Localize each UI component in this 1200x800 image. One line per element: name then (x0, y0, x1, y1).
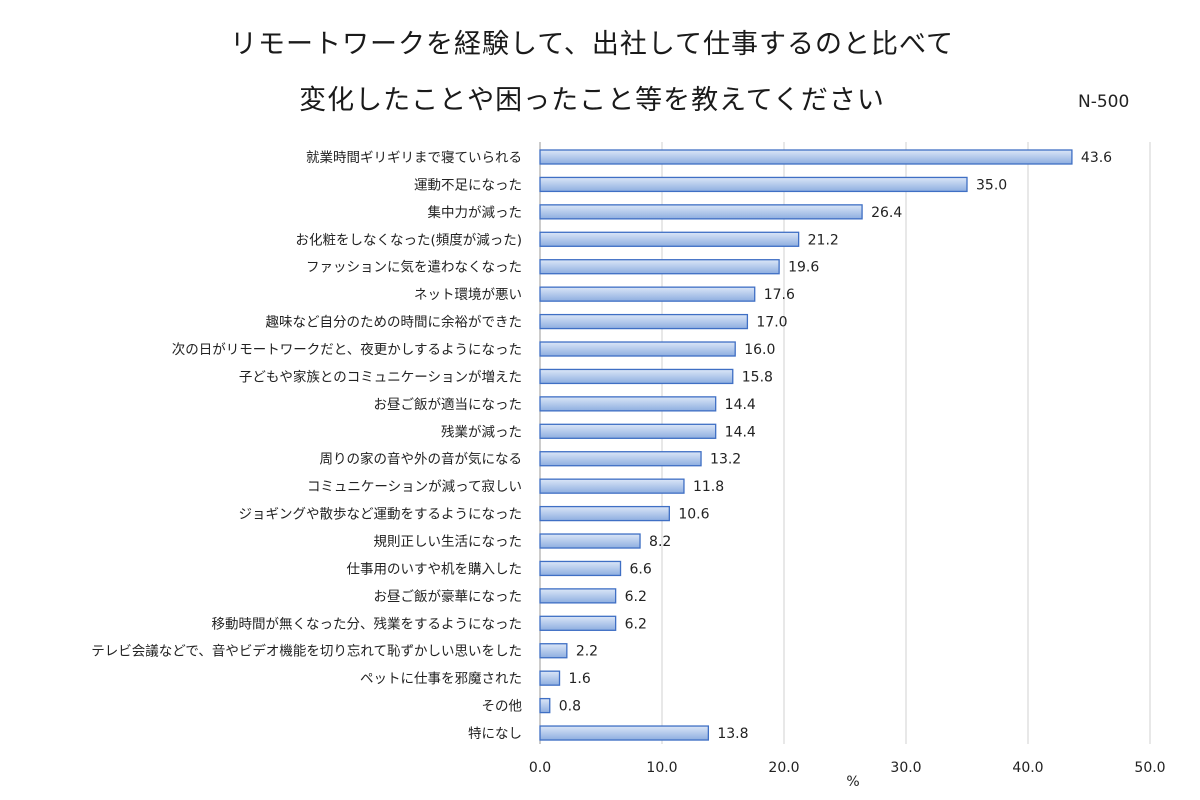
value-label: 13.8 (717, 726, 748, 742)
category-label: 子どもや家族とのコミュニケーションが増えた (239, 368, 522, 385)
x-tick-label: 30.0 (890, 760, 921, 776)
category-labels: 就業時間ギリギリまで寝ていられる運動不足になった集中力が減ったお化粧をしなくなっ… (91, 149, 522, 742)
category-label: 集中力が減った (428, 204, 523, 221)
bar (539, 176, 968, 193)
bar (539, 533, 641, 549)
category-label: 次の日がリモートワークだと、夜更かしするようになった (172, 342, 522, 358)
bar (539, 396, 717, 412)
category-label: ファッションに気を遣わなくなった (306, 260, 522, 276)
bar (539, 560, 622, 577)
bar (539, 368, 734, 385)
category-label: お昼ご飯が適当になった (374, 396, 523, 413)
category-label: ネット環境が悪い (414, 287, 522, 303)
category-label: ペットに仕事を邪魔された (360, 671, 522, 687)
value-label: 26.4 (871, 205, 902, 221)
value-label: 6.2 (625, 616, 647, 632)
bars (539, 149, 1073, 741)
x-tick-label: 40.0 (1012, 760, 1043, 776)
category-label: 趣味など自分のための時間に余裕ができた (266, 314, 523, 331)
value-label: 15.8 (742, 369, 773, 385)
x-axis-unit-label: % (846, 774, 859, 790)
category-label: その他 (482, 699, 523, 715)
bar (539, 149, 1073, 165)
value-label: 8.2 (649, 534, 671, 550)
value-label: 6.2 (625, 589, 647, 605)
x-axis-ticks: 0.0 10.0 20.0 30.0 40.0 50.0 (529, 760, 1166, 776)
category-label: 特になし (468, 726, 522, 742)
bar (539, 670, 561, 686)
value-label: 13.2 (710, 452, 741, 468)
value-label: 14.4 (725, 397, 756, 413)
category-label: ジョギングや散歩など運動をするようになった (239, 507, 523, 523)
bar (539, 478, 685, 494)
bar (539, 204, 863, 220)
value-label: 6.6 (630, 561, 652, 577)
x-tick-label: 10.0 (646, 760, 677, 776)
value-label: 10.6 (678, 507, 709, 523)
bar (539, 505, 670, 522)
category-label: 規則正しい生活になった (374, 534, 523, 550)
bar (539, 588, 617, 604)
category-label: 移動時間が無くなった分、残業をするようになった (212, 616, 523, 632)
bar (539, 341, 736, 357)
value-label: 2.2 (576, 644, 598, 660)
bar (539, 643, 568, 659)
value-label: 43.6 (1081, 150, 1112, 166)
category-label: 運動不足になった (414, 177, 522, 193)
sample-size-label: N-500 (1078, 92, 1130, 112)
value-label: 14.4 (725, 424, 756, 440)
category-label: お昼ご飯が豪華になった (374, 589, 523, 605)
x-tick-label: 20.0 (768, 760, 799, 776)
bar (539, 725, 710, 741)
chart-title-line-2: 変化したことや困ったこと等を教えてください (299, 85, 885, 116)
value-label: 16.0 (744, 342, 775, 358)
category-label: テレビ会議などで、音やビデオ機能を切り忘れて恥ずかしい思いをした (91, 643, 522, 660)
value-label: 17.0 (756, 315, 787, 331)
bar (539, 259, 780, 275)
bar (539, 231, 800, 247)
category-label: 残業が減った (441, 423, 522, 440)
bar (539, 615, 617, 631)
bar (539, 313, 749, 330)
bar (539, 697, 551, 714)
category-label: コミュニケーションが減って寂しい (307, 478, 522, 495)
bar (539, 286, 756, 302)
bar (539, 423, 717, 439)
value-label: 0.8 (559, 699, 581, 715)
category-label: お化粧をしなくなった(頻度が減った) (295, 231, 522, 248)
value-labels: 43.6 35.0 26.4 21.2 19.6 17.6 17.0 16.0 15.8 14.4… (559, 150, 1112, 742)
value-label: 1.6 (569, 671, 591, 687)
value-label: 35.0 (976, 177, 1007, 193)
x-tick-label: 50.0 (1134, 760, 1165, 776)
bar (539, 451, 702, 467)
category-label: 就業時間ギリギリまで寝ていられる (306, 149, 522, 166)
chart-title-line-1: リモートワークを経験して、出社して仕事するのと比べて (230, 29, 954, 60)
category-label: 周りの家の音や外の音が気になる (320, 451, 523, 468)
value-label: 11.8 (693, 479, 724, 495)
x-tick-label: 0.0 (529, 760, 551, 776)
value-label: 21.2 (808, 232, 839, 248)
category-label: 仕事用のいすや机を購入した (347, 561, 523, 577)
value-label: 17.6 (764, 287, 795, 303)
value-label: 19.6 (788, 260, 819, 276)
